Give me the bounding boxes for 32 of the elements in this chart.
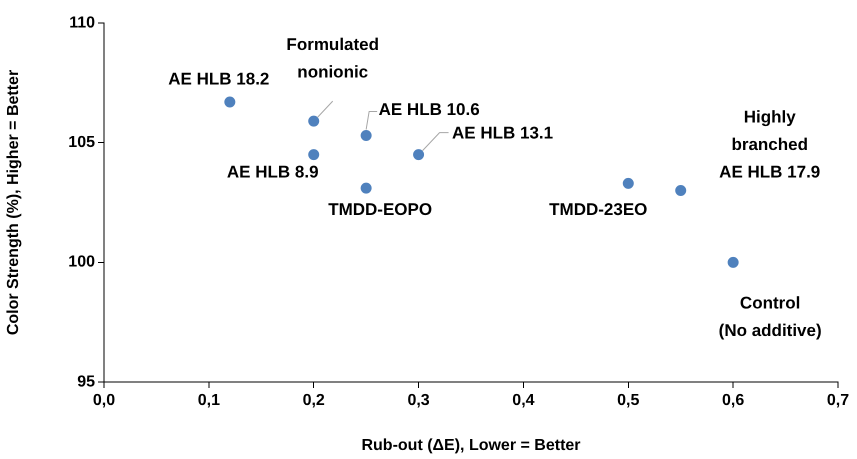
annotation: Control (No additive): [718, 293, 822, 340]
annotation: Highly branched AE HLB 17.9: [719, 108, 820, 182]
annotation: TMDD-EOPO: [328, 200, 432, 219]
point: [308, 116, 320, 127]
annotation: TMDD-23EO: [549, 200, 648, 220]
point: [224, 96, 236, 108]
point: [308, 149, 320, 160]
x-tick-label: 0,1: [198, 392, 220, 410]
x-tick-label: 0,6: [722, 392, 744, 410]
x-tick-label: 0,3: [407, 392, 430, 410]
y-tick-label: 95: [77, 373, 96, 390]
annotation: Formulated nonionic: [286, 35, 379, 82]
annotation: AE HLB 18.2: [168, 70, 270, 89]
y-tick-label: 110: [69, 14, 96, 32]
point: [360, 130, 372, 141]
point: [622, 178, 634, 189]
y-axis-title: Color Strength (%), Higher = Better: [5, 70, 22, 336]
annotation: AE HLB 13.1: [452, 123, 554, 142]
x-tick-label: 0,2: [302, 392, 325, 410]
x-axis-title: Rub-out (ΔE), Lower = Better: [361, 436, 581, 454]
x-tick-label: 0,5: [617, 392, 640, 410]
point: [728, 256, 739, 268]
point: [413, 149, 424, 160]
annotation: AE HLB 10.6: [378, 100, 480, 120]
annotation: AE HLB 8.9: [226, 162, 319, 182]
x-tick-label: 0,4: [512, 392, 535, 410]
point: [360, 182, 372, 194]
x-tick-label: 0,7: [826, 392, 850, 410]
point: [675, 185, 686, 196]
y-tick-label: 100: [68, 254, 96, 271]
y-tick-label: 105: [68, 134, 96, 152]
x-tick-label: 0,0: [92, 392, 116, 410]
